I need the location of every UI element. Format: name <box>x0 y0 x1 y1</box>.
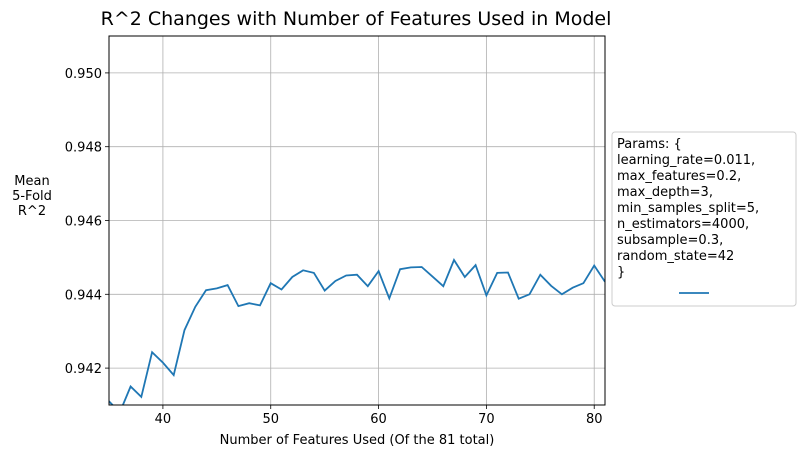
legend-box <box>611 131 797 307</box>
y-axis-label-line-1: Mean <box>14 174 49 189</box>
legend-line-3: max_features=0.2, <box>617 169 741 184</box>
y-axis-label-line-3: R^2 <box>18 204 46 219</box>
legend-line-4: max_depth=3, <box>617 185 713 200</box>
legend-line-2: learning_rate=0.011, <box>617 153 755 168</box>
legend-line-6: n_estimators=4000, <box>617 217 749 232</box>
x-axis-label: Number of Features Used (Of the 81 total… <box>220 433 495 448</box>
x-tick-label: 40 <box>155 412 172 427</box>
y-tick-label: 0.948 <box>65 141 102 156</box>
y-tick-label: 0.946 <box>65 215 102 230</box>
series-layer <box>109 258 605 405</box>
y-axis-label: Mean 5-Fold R^2 <box>12 174 52 219</box>
y-ticks: 0.942 0.944 0.946 0.948 0.950 <box>65 67 109 377</box>
x-tick-label: 60 <box>370 412 387 427</box>
legend-line-8: random_state=42 <box>617 249 734 264</box>
y-tick-label: 0.950 <box>65 67 102 82</box>
x-tick-label: 50 <box>262 412 279 427</box>
legend-line-7: subsample=0.3, <box>617 233 723 248</box>
chart-title: R^2 Changes with Number of Features Used… <box>101 8 612 30</box>
legend-line-5: min_samples_split=5, <box>617 201 759 216</box>
legend-line-9: } <box>617 265 625 280</box>
y-tick-label: 0.942 <box>65 362 102 377</box>
legend-line-1: Params: { <box>617 137 682 152</box>
series-line-0 <box>109 258 605 405</box>
x-tick-label: 70 <box>478 412 495 427</box>
legend: Params: { learning_rate=0.011, max_featu… <box>611 131 797 307</box>
x-ticks: 40 50 60 70 80 <box>155 405 603 427</box>
y-tick-label: 0.944 <box>65 288 102 303</box>
grid <box>109 36 605 405</box>
y-axis-label-line-2: 5-Fold <box>12 189 52 204</box>
x-tick-label: 80 <box>586 412 603 427</box>
